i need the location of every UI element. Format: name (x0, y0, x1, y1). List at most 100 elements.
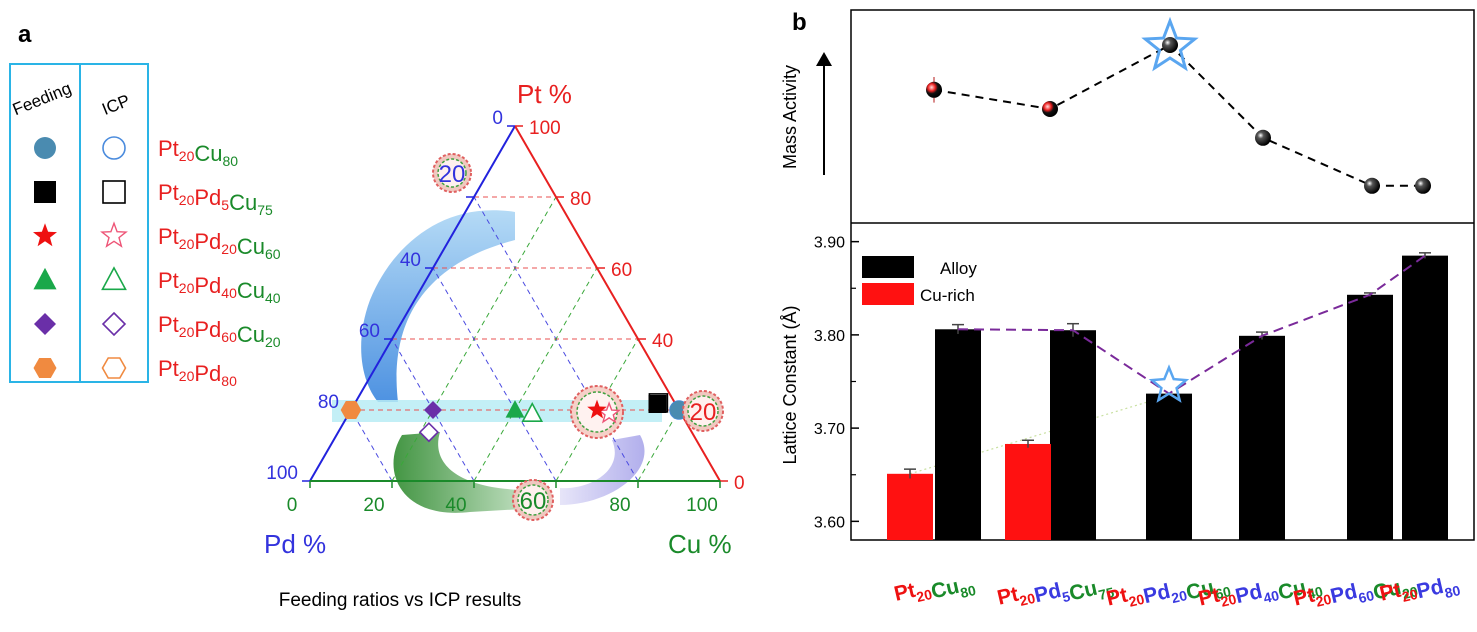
legend-icp-square (102, 180, 126, 204)
mass-activity-point (1255, 129, 1271, 146)
pt-axis-title: Pt % (517, 79, 572, 109)
panel-b-label: b (792, 9, 807, 36)
cu-tick-label: 40 (445, 495, 466, 516)
legend-icp-circle (102, 136, 126, 160)
green-arrow (393, 432, 540, 513)
cu-tick-label: 20 (363, 495, 384, 516)
pt-tick-label: 100 (529, 118, 561, 139)
alloy-bar (1402, 255, 1448, 540)
lattice-legend: Alloy Cu-rich (862, 256, 977, 305)
highlight-60-bottom: 60 (512, 479, 554, 521)
cu-axis-title: Cu % (668, 529, 732, 559)
pd-tick-label: 80 (318, 392, 339, 413)
cu-tick-label: 80 (609, 495, 630, 516)
mass-activity-point (926, 81, 942, 98)
icp-header: ICP (99, 91, 132, 119)
feeding-point-hexagon (341, 401, 361, 419)
x-label-5: Pt20Pd80 (1377, 566, 1462, 616)
legend-cu-rich-swatch (862, 283, 914, 305)
highlight-20-left-text: 20 (439, 161, 466, 188)
alloy-bar (1146, 393, 1192, 540)
icp-point-diamond (418, 422, 440, 443)
pt-tick-label: 0 (734, 473, 745, 494)
legend-formula-2: Pt20Pd20Cu60 (158, 224, 281, 262)
lattice-ytick-label: 3.90 (814, 235, 845, 252)
cu-tick-label: 0 (287, 495, 298, 516)
cu-tick-label: 100 (686, 495, 718, 516)
pd-gridline (432, 267, 557, 482)
legend-formula-4: Pt20Pd60Cu20 (158, 312, 281, 350)
lattice-ytick-label: 3.70 (814, 421, 845, 438)
lattice-chart (887, 252, 1448, 540)
alloy-trend-line (957, 254, 1426, 395)
panel-b: Mass Activity Lattice Constant (Å) 3.603… (780, 9, 1475, 627)
legend-feeding-circle (34, 137, 56, 159)
legend-icp-diamond (101, 311, 127, 337)
x-label-1: Pt20Pd5Cu75 (995, 562, 1116, 626)
cu-rich-bar (1005, 443, 1051, 540)
ternary-diagram: 100 80 60 40 0 0 40 60 80 100 0 20 40 80 100 Pt % Pd %… (264, 79, 745, 559)
legend-formula-0: Pt20Cu80 (158, 136, 238, 169)
pt-tick-label: 40 (652, 331, 673, 352)
x-label-0: Pt20Cu80 (892, 565, 978, 615)
panel-a-label: a (18, 21, 32, 48)
feeding-point-star (587, 399, 607, 419)
best-star-icon (1141, 16, 1199, 72)
purple-arrow (560, 435, 645, 505)
composition-x-labels: Pt20Cu80 Pt20Pd5Cu75Pt20Pd20Cu60Pt20Pd40C… (892, 561, 1462, 627)
blue-arrow (361, 210, 515, 402)
cu-rich-bar (887, 473, 933, 540)
lattice-ytick-label: 3.80 (814, 328, 845, 345)
legend-feeding-star (33, 223, 57, 247)
legend-formula-1: Pt20Pd5Cu75 (158, 180, 273, 218)
alloy-bar (935, 329, 981, 540)
highlight-60-text: 60 (520, 488, 547, 515)
mass-activity-point (1042, 101, 1058, 117)
cu-gridline (473, 267, 598, 482)
alloy-bar (1239, 335, 1285, 540)
legend-rows: Pt20Cu80 Pt20Pd5Cu75 Pt20Pd20Cu60 Pt20Pd40C… (33, 136, 281, 389)
legend-icp-hexagon (101, 357, 127, 379)
feeding-point-triangle (505, 400, 525, 418)
mass-activity-arrow (816, 52, 832, 175)
feeding-header: Feeding (10, 79, 74, 120)
legend-feeding-diamond (34, 313, 56, 335)
x-label-3: Pt20Pd40Cu40 (1196, 561, 1324, 627)
pd-tick-label: 60 (359, 321, 380, 342)
pt-tick-label: 60 (611, 260, 632, 281)
icp-point-triangle (521, 401, 544, 423)
mass-activity-point (1364, 177, 1380, 194)
pd-gridline (350, 409, 393, 482)
mass-activity-chart (926, 16, 1431, 194)
legend-formula-3: Pt20Pd40Cu40 (158, 268, 281, 306)
pt-tick-label: 80 (570, 189, 591, 210)
pd-tick-label: 100 (266, 463, 298, 484)
min-star-icon (1148, 364, 1190, 403)
cu-gridline (637, 409, 680, 482)
legend-feeding-square (34, 181, 56, 203)
mass-activity-point (1162, 37, 1178, 53)
legend-alloy-label: Alloy (940, 259, 977, 278)
feeding-point-square (648, 395, 667, 413)
highlight-20-right: 20 (682, 390, 724, 432)
legend-formula-5: Pt20Pd80 (158, 356, 237, 389)
ternary-axes: 100 80 60 40 0 0 40 60 80 100 0 20 40 80 100 (266, 108, 744, 516)
lattice-ylabel: Lattice Constant (Å) (780, 305, 800, 464)
feeding-point-diamond (424, 401, 442, 419)
highlight-20-left: 20 (432, 153, 472, 193)
mass-activity-ylabel: Mass Activity (780, 65, 800, 169)
legend-feeding-hexagon (33, 358, 57, 378)
legend-alloy-swatch (862, 256, 914, 278)
legend-feeding-triangle (33, 267, 57, 290)
pd-axis-title: Pd % (264, 529, 326, 559)
legend-icp-star (100, 221, 128, 248)
pd-tick-label: 0 (492, 108, 503, 129)
pd-tick-label: 40 (400, 250, 421, 271)
legend-cu-rich-label: Cu-rich (920, 286, 975, 305)
mass-activity-line (933, 43, 1423, 187)
panel-a-caption: Feeding ratios vs ICP results (279, 590, 522, 611)
alloy-bar (1050, 330, 1096, 540)
composition-legend: Feeding ICP Pt20Cu80 Pt20Pd5Cu75 Pt20Pd20C… (9, 63, 281, 389)
mass-activity-point (1415, 177, 1431, 194)
alloy-bar (1347, 294, 1393, 540)
